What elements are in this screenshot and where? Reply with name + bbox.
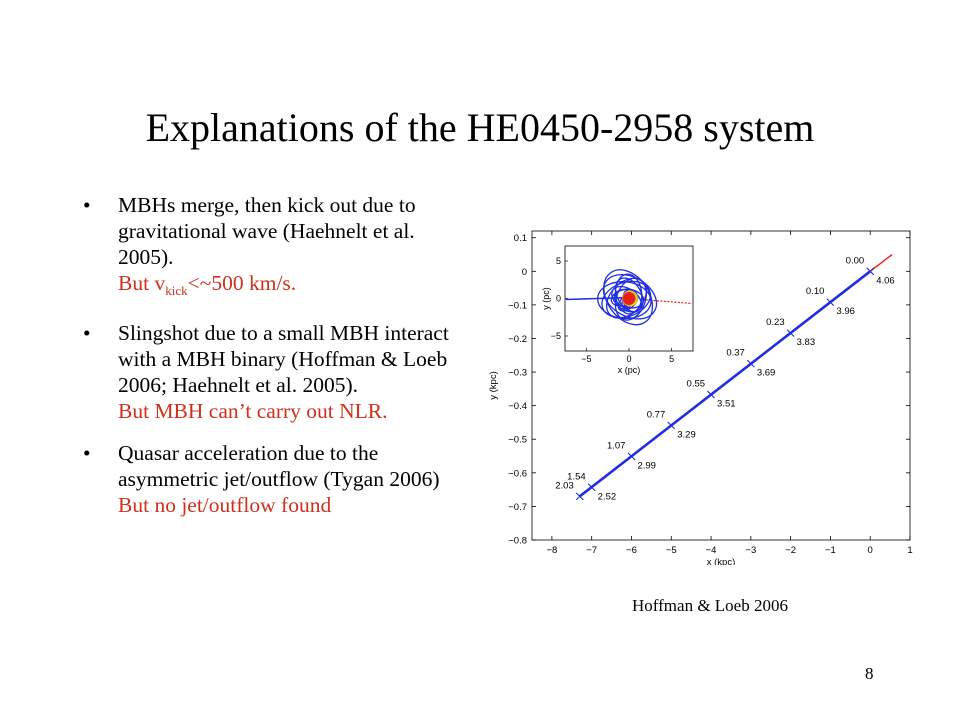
- x-tick-label: −7: [586, 545, 597, 556]
- inset-y-axis-label: y (pc): [541, 287, 551, 310]
- marker-label-time: 0.77: [647, 409, 666, 420]
- inset-core-red: [622, 292, 636, 305]
- y-tick-label: −0.8: [508, 536, 527, 547]
- trajectory-marker: [587, 483, 596, 492]
- trajectory-marker: [667, 421, 676, 430]
- x-tick-label: −1: [825, 545, 836, 556]
- inset-x-tick-label: 0: [626, 354, 631, 364]
- page-number: 8: [865, 664, 874, 683]
- note-suffix: <~500 km/s.: [187, 271, 297, 295]
- marker-label-velocity: 3.29: [677, 429, 696, 440]
- x-tick-label: −6: [626, 545, 637, 556]
- x-tick-label: −8: [546, 545, 557, 556]
- trajectory-marker: [746, 359, 755, 368]
- bullet-text: Quasar acceleration due to the asymmetri…: [118, 441, 440, 491]
- inset-orbit-blue: [614, 277, 644, 313]
- bullet-list: MBHs merge, then kick out due to gravita…: [80, 192, 475, 534]
- bullet-item-jet: Quasar acceleration due to the asymmetri…: [80, 440, 475, 518]
- marker-label-time: 2.03: [555, 480, 574, 491]
- inset-y-tick-label: −5: [551, 331, 561, 341]
- marker-label-time: 0.23: [766, 317, 785, 328]
- trajectory-chart: −8 −7 −6 −5 −4 −3 −2 −1 0 10.10−0.1−0.2−0.3−0.4−0…: [488, 230, 913, 568]
- trajectory-marker: [826, 298, 835, 307]
- trajectory-figure: −8 −7 −6 −5 −4 −3 −2 −1 0 1 0.1 0 −0.1 −0.2 −0.3 −0.4 −0…: [480, 225, 920, 568]
- figure-credit: Hoffman & Loeb 2006: [632, 596, 788, 615]
- inset-orbit-blue: [602, 273, 658, 320]
- y-tick-label: −0.4: [508, 401, 527, 412]
- inset-orbit-blue: [614, 273, 643, 315]
- marker-label-velocity: 3.51: [717, 399, 736, 410]
- marker-label-velocity: 3.83: [797, 337, 816, 348]
- y-axis-label: y (kpc): [488, 371, 499, 400]
- marker-label-velocity: 2.99: [637, 460, 656, 471]
- trajectory-line: [578, 270, 872, 498]
- bullet-note: But no jet/outflow found: [118, 493, 332, 517]
- y-tick-label: 0: [522, 267, 527, 278]
- y-tick-label: −0.7: [508, 502, 527, 513]
- inset-y-tick-label: 0: [556, 294, 561, 304]
- slide-title: Explanations of the HE0450-2958 system: [145, 105, 815, 150]
- inset-y-tick-label: 5: [556, 256, 561, 266]
- x-tick-label: −4: [706, 545, 717, 556]
- x-tick-label: 0: [868, 545, 873, 556]
- marker-label-time: 0.00: [846, 255, 865, 266]
- trajectory-extension: [869, 253, 893, 272]
- bullet-text: MBHs merge, then kick out due to gravita…: [118, 193, 416, 269]
- marker-label-time: 0.55: [687, 379, 706, 390]
- inset-orbit-blue: [603, 269, 654, 326]
- bullet-note: But MBH can’t carry out NLR.: [118, 399, 388, 423]
- y-tick-label: −0.2: [508, 334, 527, 345]
- trajectory-marker: [707, 390, 715, 399]
- y-tick-label: −0.5: [508, 435, 527, 446]
- y-tick-label: −0.6: [508, 468, 527, 479]
- inset-orbits: [597, 269, 658, 326]
- inset-x-tick-label: −5: [581, 354, 591, 364]
- marker-label-time: 0.37: [726, 348, 745, 359]
- y-tick-label: −0.3: [508, 368, 527, 379]
- marker-label-velocity: 3.69: [757, 368, 776, 379]
- note-subscript: kick: [165, 283, 188, 298]
- x-axis-label: x (kpc): [707, 557, 736, 565]
- bullet-text: Slingshot due to a small MBH interact wi…: [118, 321, 449, 397]
- trajectory-marker: [786, 329, 795, 337]
- inset-x-axis-label: x (pc): [618, 365, 641, 375]
- note-prefix: But v: [118, 271, 166, 295]
- inset-orbit-blue: [601, 280, 652, 319]
- inset-orbit-blue: [597, 281, 652, 320]
- trajectory-marker: [866, 267, 875, 276]
- marker-label-velocity: 4.06: [876, 275, 895, 286]
- trajectory-marker: [575, 492, 584, 501]
- marker-label-time: 1.07: [607, 440, 626, 451]
- y-tick-label: 0.1: [514, 233, 527, 244]
- trajectory-marker: [627, 452, 636, 461]
- marker-label-time: 0.10: [806, 286, 825, 297]
- x-tick-label: −2: [785, 545, 796, 556]
- bullet-item-kick: MBHs merge, then kick out due to gravita…: [80, 192, 475, 304]
- y-tick-label: −0.1: [508, 300, 527, 311]
- bullet-note: But vkick<~500 km/s.: [118, 271, 297, 298]
- x-tick-label: −5: [666, 545, 677, 556]
- marker-label-time: 1.54: [567, 471, 586, 482]
- marker-label-velocity: 2.52: [598, 491, 617, 502]
- marker-label-velocity: 3.96: [836, 306, 855, 317]
- bullet-item-slingshot: Slingshot due to a small MBH interact wi…: [80, 320, 475, 424]
- x-tick-label: −3: [745, 545, 756, 556]
- inset-x-tick-label: 5: [669, 354, 674, 364]
- x-tick-label: 1: [907, 545, 912, 556]
